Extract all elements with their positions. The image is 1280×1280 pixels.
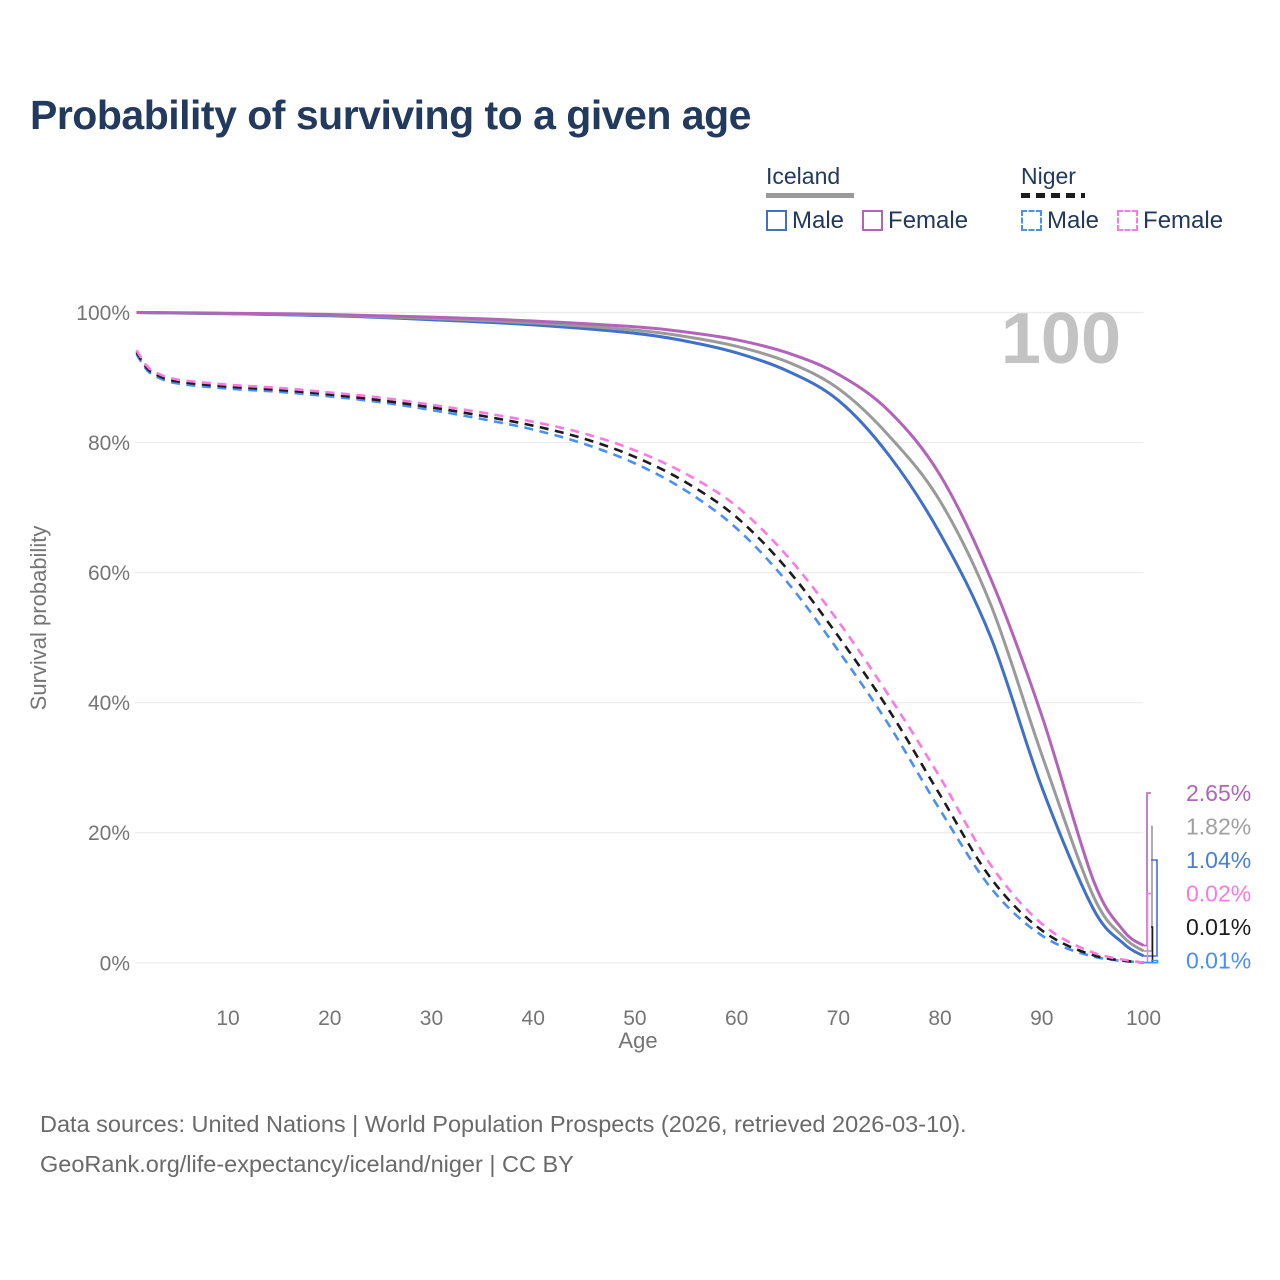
end-value-label: 0.02% <box>1186 881 1251 907</box>
legend-group-niger: Niger Male Female <box>1021 163 1223 235</box>
legend-country-iceland: Iceland <box>766 163 841 189</box>
age-watermark: 100 <box>1001 299 1121 379</box>
end-value-label: 1.82% <box>1186 814 1251 840</box>
y-tick-label: 0% <box>100 952 130 975</box>
series-line-iceland-female <box>136 311 1145 947</box>
series-line-niger-both <box>135 351 1144 964</box>
iceland-female-swatch-icon <box>862 210 884 231</box>
x-tick-label: 20 <box>318 1007 341 1030</box>
legend-item-iceland-male[interactable]: Male <box>766 207 844 235</box>
iceland-flag-icon <box>1151 811 1183 843</box>
x-tick-label: 60 <box>725 1007 748 1030</box>
attribution-text: GeoRank.org/life-expectancy/iceland/nige… <box>40 1151 574 1177</box>
y-axis-title: Survival probability <box>26 526 51 711</box>
niger-flag-icon <box>1151 878 1183 910</box>
end-value-label: 0.01% <box>1186 914 1251 940</box>
end-value-label: 2.65% <box>1186 780 1251 806</box>
y-tick-label: 60% <box>88 562 130 585</box>
niger-flag-icon <box>1151 911 1183 943</box>
series-line-iceland-both <box>136 311 1145 953</box>
leader-line <box>1143 792 1151 947</box>
legend-label: Male <box>792 206 845 234</box>
x-axis-title: Age <box>618 1028 657 1053</box>
footer: Data sources: United Nations | World Pop… <box>40 1104 967 1184</box>
iceland-line-style-key <box>766 193 854 198</box>
legend-country-niger: Niger <box>1021 163 1076 189</box>
y-tick-label: 20% <box>88 822 130 845</box>
legend-label: Male <box>1047 206 1100 234</box>
legend-item-niger-male[interactable]: Male <box>1021 207 1099 235</box>
leader-line <box>1143 959 1159 964</box>
iceland-flag-icon <box>1151 777 1183 809</box>
legend-label: Female <box>1143 206 1224 234</box>
y-tick-label: 80% <box>88 432 130 455</box>
niger-line-style-key <box>1021 193 1085 198</box>
niger-male-swatch-icon <box>1021 210 1042 231</box>
x-tick-label: 10 <box>216 1007 239 1030</box>
legend-item-iceland-female[interactable]: Female <box>862 207 968 235</box>
end-value-label: 0.01% <box>1186 948 1251 974</box>
niger-female-swatch-icon <box>1117 210 1139 231</box>
x-tick-label: 50 <box>623 1007 646 1030</box>
legend-item-niger-female[interactable]: Female <box>1117 207 1223 235</box>
legend-group-iceland: Iceland Male Female <box>766 163 968 235</box>
end-value-label: 1.04% <box>1186 847 1251 873</box>
x-tick-label: 100 <box>1126 1007 1161 1030</box>
iceland-male-swatch-icon <box>766 210 787 231</box>
legend-label: Female <box>888 206 969 234</box>
leader-line <box>1143 859 1158 957</box>
y-tick-label: 40% <box>88 692 130 715</box>
x-tick-label: 70 <box>827 1007 850 1030</box>
series-line-iceland-male <box>136 311 1145 958</box>
series-line-niger-male <box>135 353 1144 964</box>
data-sources-text: Data sources: United Nations | World Pop… <box>40 1111 967 1137</box>
x-tick-label: 90 <box>1030 1007 1053 1030</box>
y-tick-label: 100% <box>76 302 130 325</box>
x-tick-label: 40 <box>522 1007 545 1030</box>
x-tick-label: 80 <box>928 1007 951 1030</box>
page-title: Probability of surviving to a given age <box>30 92 751 138</box>
x-tick-label: 30 <box>420 1007 443 1030</box>
series-line-niger-female <box>135 349 1144 964</box>
leader-line <box>1143 892 1151 964</box>
